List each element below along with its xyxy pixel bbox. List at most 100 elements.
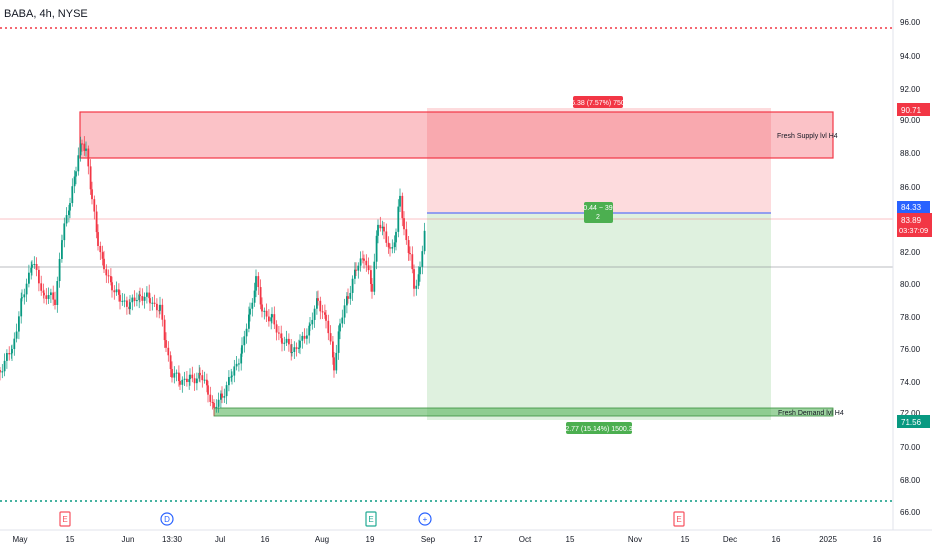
candle xyxy=(329,325,332,345)
price-tick-label: 78.00 xyxy=(900,313,921,322)
candle xyxy=(419,261,421,282)
event-marker-earnings[interactable]: E xyxy=(365,511,377,527)
candle xyxy=(126,296,128,315)
candle xyxy=(409,246,411,261)
candle xyxy=(52,285,55,306)
demand-zone[interactable] xyxy=(213,407,834,417)
candle xyxy=(351,275,354,301)
event-marker-glyph: E xyxy=(62,515,67,524)
supply-zone[interactable] xyxy=(79,111,834,159)
candle xyxy=(133,290,136,307)
candle xyxy=(225,381,228,405)
candle xyxy=(311,312,314,330)
time-tick-label: 2025 xyxy=(819,535,837,544)
event-marker-glyph: E xyxy=(676,515,681,524)
candle xyxy=(15,323,18,343)
time-axis[interactable]: May 15 Jun 13:30 Jul 16 Aug 19 Sep 17 Oct 15 Nov 15 De… xyxy=(12,535,882,544)
event-marker-earnings[interactable]: E xyxy=(673,511,685,527)
candle xyxy=(171,361,173,383)
candle xyxy=(151,296,154,311)
candle xyxy=(30,261,33,280)
candle xyxy=(333,351,335,378)
time-tick-label: 15 xyxy=(66,535,75,544)
event-marker-earnings[interactable]: E xyxy=(59,511,71,527)
badge-countdown-text: 03:37:09 xyxy=(899,226,928,235)
candle xyxy=(23,288,26,305)
stop-label-text: 12.77 (15.14%) 1500.39 xyxy=(561,426,636,433)
candle xyxy=(209,386,212,407)
time-tick-label: Dec xyxy=(723,535,737,544)
candle xyxy=(417,266,420,290)
candle xyxy=(245,323,248,344)
time-tick-label: 16 xyxy=(261,535,270,544)
price-tick-label: 94.00 xyxy=(900,52,921,61)
event-marker-dividend[interactable]: D xyxy=(160,512,174,526)
candle xyxy=(63,217,66,248)
time-tick-label: 16 xyxy=(772,535,781,544)
candle xyxy=(143,292,146,309)
candle xyxy=(354,262,356,285)
candle xyxy=(407,236,410,261)
candle xyxy=(3,353,6,377)
candle xyxy=(381,220,384,236)
candle xyxy=(129,295,131,315)
candle xyxy=(18,311,20,340)
price-tick-label: 90.00 xyxy=(900,116,921,125)
candle xyxy=(191,366,194,383)
event-marker-add[interactable]: + xyxy=(418,512,432,526)
candle xyxy=(403,211,405,236)
candle xyxy=(201,369,204,388)
candle xyxy=(31,260,33,276)
candle xyxy=(321,304,324,319)
candle xyxy=(43,289,45,304)
candle xyxy=(324,304,326,319)
candle xyxy=(79,136,82,162)
candle xyxy=(317,290,319,306)
event-marker-glyph: D xyxy=(164,515,170,524)
candle xyxy=(13,332,16,356)
candle xyxy=(113,285,116,300)
candle xyxy=(217,392,220,413)
candle xyxy=(58,252,61,288)
supply-zone-label: Fresh Supply lvl H4 xyxy=(777,133,838,140)
candle xyxy=(99,241,102,260)
candle xyxy=(370,265,372,292)
candle xyxy=(40,275,43,296)
candle xyxy=(193,373,196,391)
candle xyxy=(81,139,83,152)
candle xyxy=(77,147,80,176)
candle xyxy=(178,365,180,387)
event-markers: E D E + E xyxy=(59,511,685,527)
entry-label: 0.44 − 39 2 xyxy=(583,202,613,223)
candle xyxy=(421,245,424,275)
candle xyxy=(243,330,246,353)
time-tick-label: May xyxy=(12,535,27,544)
candle xyxy=(215,399,218,413)
candle xyxy=(75,166,77,185)
candle xyxy=(181,376,184,393)
candle xyxy=(411,246,414,274)
price-tick-label: 66.00 xyxy=(900,508,921,517)
candle xyxy=(136,292,138,307)
time-tick-label: Nov xyxy=(628,535,642,544)
badge-stop: 71.56 xyxy=(897,415,930,428)
candle xyxy=(399,188,401,213)
candle xyxy=(405,221,408,245)
candle xyxy=(186,371,188,387)
candle xyxy=(68,204,70,223)
candle xyxy=(371,277,373,299)
candle xyxy=(295,342,298,357)
candle xyxy=(306,328,308,345)
event-marker-glyph: + xyxy=(423,515,428,524)
candle xyxy=(83,136,86,156)
candle xyxy=(249,302,251,322)
candle xyxy=(231,371,233,385)
symbol-title: BABA, 4h, NYSE xyxy=(4,8,88,20)
candle xyxy=(119,290,121,310)
price-axis[interactable]: 96.0094.0092.0090.0088.0086.0084.0082.00… xyxy=(900,18,921,517)
candle xyxy=(290,339,293,361)
price-tick-label: 74.00 xyxy=(900,378,921,387)
time-tick-label: Jun xyxy=(122,535,135,544)
candle xyxy=(153,294,156,307)
